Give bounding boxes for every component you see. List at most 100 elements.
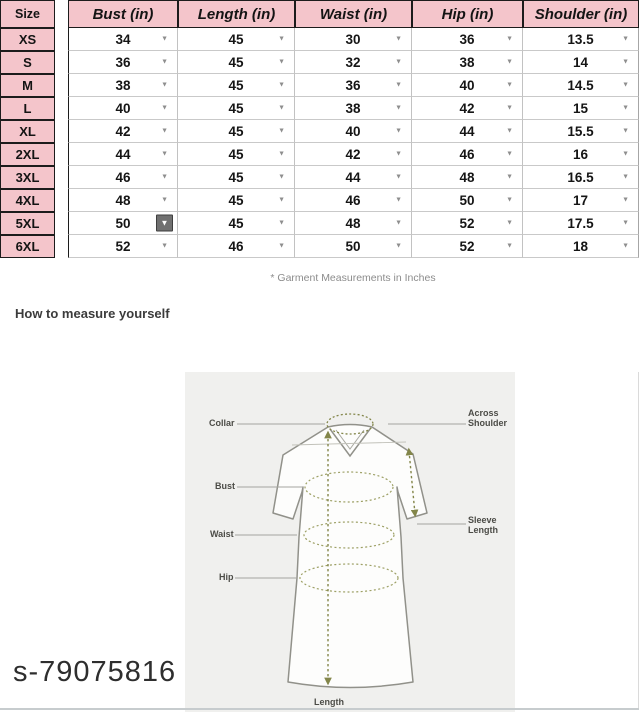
size-label-cell[interactable]: 2XL — [0, 143, 55, 166]
size-label-cell[interactable]: 5XL — [0, 212, 55, 235]
dropdown-arrow-icon[interactable]: ▼ — [395, 219, 402, 227]
dropdown-arrow-icon[interactable]: ▼ — [506, 150, 513, 158]
dropdown-arrow-icon[interactable]: ▼ — [622, 173, 629, 181]
dropdown-arrow-icon[interactable]: ▼ — [161, 150, 168, 158]
dropdown-arrow-icon[interactable]: ▼ — [278, 104, 285, 112]
hip-value-cell[interactable]: 44 ▼ — [412, 120, 523, 143]
dropdown-arrow-icon[interactable]: ▼ — [506, 35, 513, 43]
bust-value-cell[interactable]: 44 ▼ — [68, 143, 178, 166]
dropdown-arrow-icon[interactable]: ▼ — [395, 104, 402, 112]
dropdown-arrow-icon[interactable]: ▼ — [278, 219, 285, 227]
waist-value-cell[interactable]: 38 ▼ — [295, 97, 412, 120]
hip-value-cell[interactable]: 36 ▼ — [412, 28, 523, 51]
size-label-cell[interactable]: S — [0, 51, 55, 74]
bust-value-cell[interactable]: 50 ▼ — [68, 212, 178, 235]
length-value-cell[interactable]: 45 ▼ — [178, 51, 295, 74]
bust-value-cell[interactable]: 34 ▼ — [68, 28, 178, 51]
dropdown-arrow-icon[interactable]: ▼ — [506, 104, 513, 112]
length-value-cell[interactable]: 45 ▼ — [178, 143, 295, 166]
dropdown-arrow-icon[interactable]: ▼ — [395, 35, 402, 43]
waist-value-cell[interactable]: 40 ▼ — [295, 120, 412, 143]
dropdown-arrow-icon[interactable]: ▼ — [278, 81, 285, 89]
dropdown-arrow-icon[interactable]: ▼ — [278, 58, 285, 66]
hip-value-cell[interactable]: 50 ▼ — [412, 189, 523, 212]
shoulder-value-cell[interactable]: 14 ▼ — [523, 51, 639, 74]
length-value-cell[interactable]: 45 ▼ — [178, 166, 295, 189]
waist-value-cell[interactable]: 46 ▼ — [295, 189, 412, 212]
hip-value-cell[interactable]: 46 ▼ — [412, 143, 523, 166]
hip-value-cell[interactable]: 40 ▼ — [412, 74, 523, 97]
dropdown-arrow-icon[interactable]: ▼ — [156, 214, 173, 232]
hip-value-cell[interactable]: 52 ▼ — [412, 235, 523, 258]
dropdown-arrow-icon[interactable]: ▼ — [506, 58, 513, 66]
waist-value-cell[interactable]: 50 ▼ — [295, 235, 412, 258]
dropdown-arrow-icon[interactable]: ▼ — [278, 35, 285, 43]
length-value-cell[interactable]: 45 ▼ — [178, 212, 295, 235]
dropdown-arrow-icon[interactable]: ▼ — [506, 173, 513, 181]
hip-value-cell[interactable]: 48 ▼ — [412, 166, 523, 189]
hip-value-cell[interactable]: 38 ▼ — [412, 51, 523, 74]
dropdown-arrow-icon[interactable]: ▼ — [395, 127, 402, 135]
length-value-cell[interactable]: 46 ▼ — [178, 235, 295, 258]
size-label-cell[interactable]: XL — [0, 120, 55, 143]
waist-value-cell[interactable]: 30 ▼ — [295, 28, 412, 51]
shoulder-value-cell[interactable]: 17.5 ▼ — [523, 212, 639, 235]
dropdown-arrow-icon[interactable]: ▼ — [622, 104, 629, 112]
dropdown-arrow-icon[interactable]: ▼ — [622, 150, 629, 158]
dropdown-arrow-icon[interactable]: ▼ — [395, 81, 402, 89]
dropdown-arrow-icon[interactable]: ▼ — [161, 104, 168, 112]
dropdown-arrow-icon[interactable]: ▼ — [622, 242, 629, 250]
dropdown-arrow-icon[interactable]: ▼ — [278, 242, 285, 250]
size-label-cell[interactable]: M — [0, 74, 55, 97]
dropdown-arrow-icon[interactable]: ▼ — [161, 35, 168, 43]
dropdown-arrow-icon[interactable]: ▼ — [161, 173, 168, 181]
bust-value-cell[interactable]: 48 ▼ — [68, 189, 178, 212]
dropdown-arrow-icon[interactable]: ▼ — [161, 196, 168, 204]
dropdown-arrow-icon[interactable]: ▼ — [395, 196, 402, 204]
size-label-cell[interactable]: 6XL — [0, 235, 55, 258]
dropdown-arrow-icon[interactable]: ▼ — [506, 81, 513, 89]
dropdown-arrow-icon[interactable]: ▼ — [622, 35, 629, 43]
dropdown-arrow-icon[interactable]: ▼ — [278, 127, 285, 135]
shoulder-value-cell[interactable]: 14.5 ▼ — [523, 74, 639, 97]
bust-value-cell[interactable]: 42 ▼ — [68, 120, 178, 143]
dropdown-arrow-icon[interactable]: ▼ — [395, 173, 402, 181]
dropdown-arrow-icon[interactable]: ▼ — [622, 219, 629, 227]
dropdown-arrow-icon[interactable]: ▼ — [506, 219, 513, 227]
waist-value-cell[interactable]: 44 ▼ — [295, 166, 412, 189]
bust-value-cell[interactable]: 36 ▼ — [68, 51, 178, 74]
bust-value-cell[interactable]: 46 ▼ — [68, 166, 178, 189]
dropdown-arrow-icon[interactable]: ▼ — [622, 127, 629, 135]
size-label-cell[interactable]: 3XL — [0, 166, 55, 189]
dropdown-arrow-icon[interactable]: ▼ — [622, 58, 629, 66]
size-label-cell[interactable]: 4XL — [0, 189, 55, 212]
dropdown-arrow-icon[interactable]: ▼ — [395, 150, 402, 158]
dropdown-arrow-icon[interactable]: ▼ — [161, 58, 168, 66]
dropdown-arrow-icon[interactable]: ▼ — [395, 242, 402, 250]
bust-value-cell[interactable]: 38 ▼ — [68, 74, 178, 97]
dropdown-arrow-icon[interactable]: ▼ — [278, 196, 285, 204]
size-label-cell[interactable]: L — [0, 97, 55, 120]
dropdown-arrow-icon[interactable]: ▼ — [278, 150, 285, 158]
length-value-cell[interactable]: 45 ▼ — [178, 189, 295, 212]
length-value-cell[interactable]: 45 ▼ — [178, 120, 295, 143]
shoulder-value-cell[interactable]: 16.5 ▼ — [523, 166, 639, 189]
shoulder-value-cell[interactable]: 15.5 ▼ — [523, 120, 639, 143]
dropdown-arrow-icon[interactable]: ▼ — [506, 242, 513, 250]
hip-value-cell[interactable]: 42 ▼ — [412, 97, 523, 120]
bust-value-cell[interactable]: 52 ▼ — [68, 235, 178, 258]
shoulder-value-cell[interactable]: 18 ▼ — [523, 235, 639, 258]
waist-value-cell[interactable]: 36 ▼ — [295, 74, 412, 97]
dropdown-arrow-icon[interactable]: ▼ — [161, 127, 168, 135]
hip-value-cell[interactable]: 52 ▼ — [412, 212, 523, 235]
waist-value-cell[interactable]: 42 ▼ — [295, 143, 412, 166]
dropdown-arrow-icon[interactable]: ▼ — [506, 127, 513, 135]
dropdown-arrow-icon[interactable]: ▼ — [161, 81, 168, 89]
dropdown-arrow-icon[interactable]: ▼ — [161, 242, 168, 250]
shoulder-value-cell[interactable]: 17 ▼ — [523, 189, 639, 212]
dropdown-arrow-icon[interactable]: ▼ — [278, 173, 285, 181]
length-value-cell[interactable]: 45 ▼ — [178, 28, 295, 51]
shoulder-value-cell[interactable]: 13.5 ▼ — [523, 28, 639, 51]
length-value-cell[interactable]: 45 ▼ — [178, 97, 295, 120]
waist-value-cell[interactable]: 32 ▼ — [295, 51, 412, 74]
